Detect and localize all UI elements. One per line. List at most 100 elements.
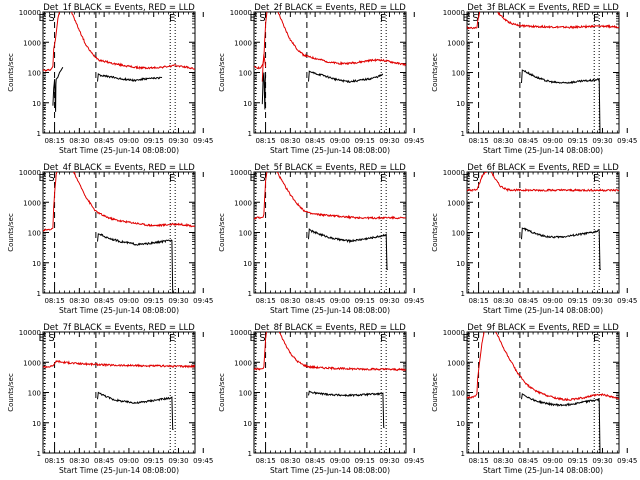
x-tick-label: 09:00	[330, 297, 350, 305]
panel-title: Det_8f BLACK = Events, RED = LLD	[254, 323, 406, 333]
events-series-line	[521, 69, 601, 133]
y-tick-label: 1000	[447, 39, 465, 47]
plot-frame	[42, 331, 196, 454]
time-marker-label: E	[380, 333, 386, 344]
events-series-line	[521, 393, 601, 453]
x-axis-label: Start Time (25-Jun-14 08:08:00)	[483, 466, 603, 475]
x-tick-label: 09:15	[144, 297, 164, 305]
x-tick-label: 08:45	[518, 137, 538, 145]
series-group	[43, 172, 195, 293]
plot-frame	[253, 11, 407, 134]
plot-frame	[253, 331, 407, 454]
x-tick-label: 09:30	[168, 137, 188, 145]
x-tick-label: 08:30	[493, 457, 513, 465]
y-tick-label: 10000	[19, 329, 41, 337]
panel-title: Det_1f BLACK = Events, RED = LLD	[43, 3, 195, 13]
time-marker-label: E	[38, 173, 44, 184]
y-tick-label: 100	[239, 390, 252, 398]
x-tick-label: 09:15	[568, 297, 588, 305]
x-axis-label: Start Time (25-Jun-14 08:08:00)	[483, 306, 603, 315]
y-tick-label: 1	[248, 450, 252, 458]
time-marker-label: S	[48, 333, 54, 344]
y-tick-label: 10	[456, 100, 465, 108]
lld-series-line	[467, 12, 619, 30]
time-marker-label: E	[169, 13, 175, 24]
y-tick-label: 1000	[23, 359, 41, 367]
x-tick-label: 09:00	[543, 297, 563, 305]
time-marker-label: S	[48, 13, 54, 24]
x-tick-label: 09:15	[144, 137, 164, 145]
x-tick-label: 09:30	[168, 457, 188, 465]
series-group	[254, 332, 406, 428]
x-tick-label: 08:45	[94, 137, 114, 145]
series-group	[43, 12, 195, 112]
x-tick-label: 09:15	[568, 137, 588, 145]
x-tick-label: 09:45	[404, 137, 424, 145]
time-marker-label: E	[38, 13, 44, 24]
time-marker-label: E	[593, 173, 599, 184]
detector-panel: Det_4f BLACK = Events, RED = LLD Counts/s…	[7, 163, 213, 315]
y-tick-label: 10	[456, 260, 465, 268]
time-marker-label: E	[38, 333, 44, 344]
time-marker-label: E	[169, 173, 175, 184]
x-tick-label: 08:30	[493, 137, 513, 145]
series-group	[467, 332, 619, 453]
y-tick-label: 100	[28, 390, 41, 398]
y-axis-label: Counts/sec	[7, 53, 15, 92]
x-axis-label: Start Time (25-Jun-14 08:08:00)	[59, 306, 179, 315]
x-tick-label: 08:45	[94, 297, 114, 305]
y-axis-label: Counts/sec	[431, 373, 439, 412]
y-tick-label: 10000	[19, 9, 41, 17]
panel-title: Det_4f BLACK = Events, RED = LLD	[43, 163, 195, 173]
detector-panel: Det_7f BLACK = Events, RED = LLD Counts/s…	[7, 323, 213, 475]
x-tick-label: 09:15	[144, 457, 164, 465]
lld-series-line	[254, 332, 406, 372]
x-tick-label: 08:45	[305, 457, 325, 465]
events-series-line	[97, 233, 174, 293]
x-tick-label: 09:00	[119, 297, 139, 305]
detector-panel: Det_2f BLACK = Events, RED = LLD Counts/s…	[218, 3, 424, 155]
y-tick-label: 1	[37, 290, 41, 298]
x-tick-label: 08:45	[305, 297, 325, 305]
time-marker-label: E	[462, 173, 468, 184]
x-tick-label: 09:30	[592, 457, 612, 465]
y-tick-label: 1	[37, 450, 41, 458]
time-marker-label: S	[48, 173, 54, 184]
time-marker-label: S	[259, 13, 265, 24]
x-tick-label: 09:15	[355, 297, 375, 305]
x-tick-label: 08:15	[468, 297, 488, 305]
series-group	[254, 12, 406, 110]
time-marker-label: E	[380, 173, 386, 184]
lld-series-line	[43, 359, 195, 369]
x-tick-label: 08:15	[468, 137, 488, 145]
x-tick-label: 08:30	[69, 297, 89, 305]
y-axis-label: Counts/sec	[431, 53, 439, 92]
y-axis-label: Counts/sec	[218, 213, 226, 252]
time-marker-label: S	[472, 13, 478, 24]
x-axis-label: Start Time (25-Jun-14 08:08:00)	[59, 146, 179, 155]
y-tick-label: 1000	[23, 199, 41, 207]
time-marker-label: E	[249, 13, 255, 24]
x-tick-label: 08:15	[44, 457, 64, 465]
lld-series-line	[467, 172, 619, 193]
detector-panel: Det_6f BLACK = Events, RED = LLD Counts/s…	[431, 163, 637, 315]
x-tick-label: 08:30	[493, 297, 513, 305]
lld-series-line	[254, 12, 406, 70]
x-tick-label: 09:00	[543, 137, 563, 145]
x-tick-label: 08:15	[44, 137, 64, 145]
time-marker-label: S	[259, 173, 265, 184]
y-tick-label: 1000	[447, 359, 465, 367]
detector-panel: Det_1f BLACK = Events, RED = LLD Counts/s…	[7, 3, 213, 155]
x-tick-label: 08:30	[69, 457, 89, 465]
lld-series-line	[43, 172, 195, 232]
x-tick-label: 08:30	[280, 457, 300, 465]
y-tick-label: 1	[248, 130, 252, 138]
time-marker-label: E	[593, 333, 599, 344]
y-tick-label: 1	[37, 130, 41, 138]
time-marker-label: S	[472, 173, 478, 184]
y-axis-label: Counts/sec	[7, 373, 15, 412]
y-tick-label: 10000	[230, 169, 252, 177]
detector-panel: Det_8f BLACK = Events, RED = LLD Counts/s…	[218, 323, 424, 475]
events-series-line	[97, 391, 174, 430]
